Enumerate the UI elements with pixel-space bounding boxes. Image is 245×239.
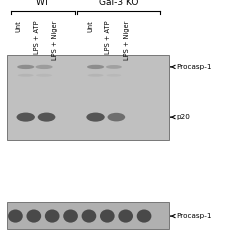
Ellipse shape bbox=[118, 209, 133, 223]
Text: LPS + Niger: LPS + Niger bbox=[124, 20, 130, 60]
FancyBboxPatch shape bbox=[7, 55, 169, 140]
Ellipse shape bbox=[36, 65, 53, 69]
Text: WT: WT bbox=[36, 0, 50, 7]
Ellipse shape bbox=[17, 65, 34, 69]
Text: LPS + ATP: LPS + ATP bbox=[34, 20, 40, 54]
Ellipse shape bbox=[107, 74, 121, 77]
Ellipse shape bbox=[36, 74, 52, 77]
Text: Procasp-1: Procasp-1 bbox=[171, 213, 212, 219]
Ellipse shape bbox=[8, 209, 23, 223]
Ellipse shape bbox=[86, 113, 105, 122]
Ellipse shape bbox=[106, 65, 122, 69]
Ellipse shape bbox=[137, 209, 151, 223]
Ellipse shape bbox=[45, 209, 60, 223]
Text: Procasp-1: Procasp-1 bbox=[171, 64, 212, 70]
Ellipse shape bbox=[100, 209, 115, 223]
Ellipse shape bbox=[82, 209, 96, 223]
Text: Unt: Unt bbox=[87, 20, 93, 32]
Text: LPS + ATP: LPS + ATP bbox=[105, 20, 111, 54]
Text: Unt: Unt bbox=[15, 20, 21, 32]
Ellipse shape bbox=[38, 113, 55, 122]
Text: p20: p20 bbox=[171, 114, 190, 120]
Ellipse shape bbox=[108, 113, 125, 121]
Ellipse shape bbox=[18, 74, 34, 77]
Text: LPS + Niger: LPS + Niger bbox=[52, 20, 58, 60]
Ellipse shape bbox=[26, 209, 41, 223]
FancyBboxPatch shape bbox=[7, 202, 169, 229]
Ellipse shape bbox=[87, 74, 104, 77]
Ellipse shape bbox=[87, 65, 104, 69]
Ellipse shape bbox=[17, 113, 35, 122]
Ellipse shape bbox=[63, 209, 78, 223]
Text: Gal-3 KO: Gal-3 KO bbox=[99, 0, 138, 7]
